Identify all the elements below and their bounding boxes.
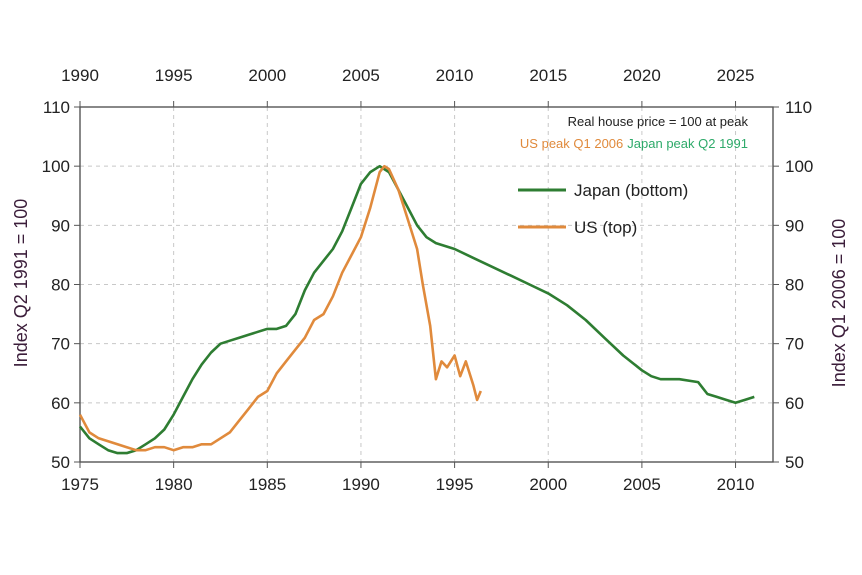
x-tick-label: 2005: [623, 475, 661, 494]
y-axis-left-title: Index Q2 1991 = 100: [11, 199, 31, 368]
y-left-tick-label: 50: [51, 453, 70, 472]
legend-label-japan: Japan (bottom): [574, 181, 688, 200]
x-top-tick-label: 1990: [61, 66, 99, 85]
y-left-tick-label: 100: [42, 157, 70, 176]
y-axis-right-title: Index Q1 2006 = 100: [829, 219, 849, 388]
x-top-tick-label: 1995: [155, 66, 193, 85]
y-right-tick-label: 50: [785, 453, 804, 472]
series-line-us: [78, 164, 483, 452]
chart-grid: [79, 106, 773, 463]
series-line-japan: [78, 164, 755, 455]
y-left-tick-label: 60: [51, 394, 70, 413]
x-top-tick-label: 2010: [436, 66, 474, 85]
annotation-japan-peak-text: Japan peak Q2 1991: [627, 136, 748, 151]
y-right-tick-label: 100: [785, 157, 813, 176]
x-top-tick-label: 2020: [623, 66, 661, 85]
x-top-tick-label: 2015: [529, 66, 567, 85]
legend: Japan (bottom) US (top): [518, 181, 688, 237]
x-axis-bottom: 1975 1980 1985 1990 1995 2000 2005 2010: [61, 462, 754, 494]
x-top-tick-label: 2025: [717, 66, 755, 85]
y-left-tick-label: 80: [51, 276, 70, 295]
annotation-us-peak-text: US peak Q1 2006: [520, 136, 623, 151]
y-left-tick-label: 90: [51, 216, 70, 235]
legend-label-us: US (top): [574, 218, 637, 237]
x-axis-top: 1990 1995 2000 2005 2010 2015 2020 2025: [61, 66, 754, 107]
y-right-tick-label: 90: [785, 216, 804, 235]
series-layer: [78, 164, 755, 455]
y-left-tick-label: 70: [51, 335, 70, 354]
y-left-tick-label: 110: [43, 98, 70, 117]
y-right-tick-label: 70: [785, 335, 804, 354]
x-tick-label: 2010: [717, 475, 755, 494]
y-right-tick-label: 80: [785, 276, 804, 295]
x-top-tick-label: 2000: [248, 66, 286, 85]
y-right-tick-label: 110: [785, 98, 812, 117]
y-right-tick-label: 60: [785, 394, 804, 413]
x-top-tick-label: 2005: [342, 66, 380, 85]
annotation-us-peak: US peak Q1 2006 Japan peak Q2 1991: [520, 136, 748, 151]
annotation-peak-note: Real house price = 100 at peak: [568, 114, 749, 129]
x-tick-label: 1995: [436, 475, 474, 494]
x-tick-label: 1980: [155, 475, 193, 494]
x-tick-label: 2000: [529, 475, 567, 494]
y-axis-left: 50 60 70 80 90 100 110: [42, 98, 80, 472]
x-tick-label: 1985: [248, 475, 286, 494]
x-tick-label: 1990: [342, 475, 380, 494]
x-tick-label: 1975: [61, 475, 99, 494]
y-axis-right: 50 60 70 80 90 100 110: [773, 98, 813, 472]
